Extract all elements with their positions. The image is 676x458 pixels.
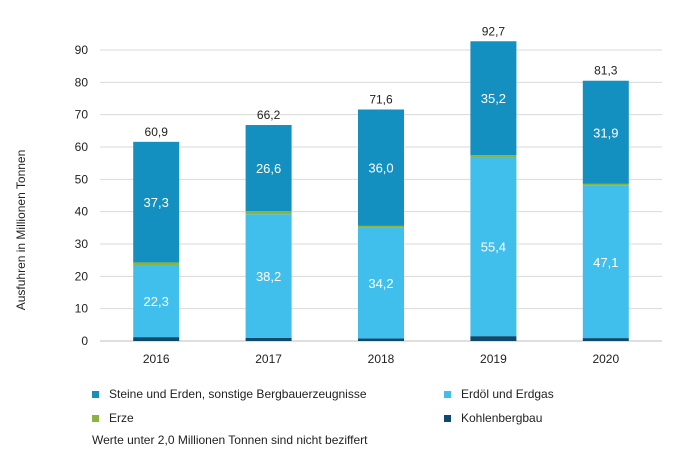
bar-total-label: 81,3 <box>594 64 618 78</box>
bar-total-label: 92,7 <box>482 24 506 38</box>
bar-segment <box>133 262 180 266</box>
bars: 22,3 37,3 60,9 38,2 26,6 66,2 34,2 36,0 71,6 55,4… <box>133 24 629 341</box>
x-tick-label: 2018 <box>368 352 395 366</box>
bar-segment <box>470 41 517 156</box>
y-tick-label: 10 <box>75 302 89 316</box>
bar-value-label: 31,9 <box>593 125 618 140</box>
legend-label: Erdöl und Erdgas <box>461 387 554 401</box>
bar-segment <box>582 183 629 186</box>
y-tick-label: 30 <box>75 237 89 251</box>
bar-segment <box>470 157 517 337</box>
x-tick-label: 2016 <box>143 352 170 366</box>
y-tick-label: 0 <box>81 334 88 348</box>
bar-value-label: 38,2 <box>256 269 281 284</box>
bar-segment <box>582 80 629 184</box>
bar-segment <box>245 125 292 212</box>
y-axis-label: Ausfuhren in Millionen Tonnen <box>14 149 28 311</box>
legend-swatch <box>444 390 451 398</box>
legend-item-erze: Erze <box>92 411 134 425</box>
y-tick-label: 90 <box>75 43 89 57</box>
legend-label: Kohlenbergbau <box>461 411 543 425</box>
x-tick-label: 2020 <box>592 352 619 366</box>
bar-segment <box>358 338 404 341</box>
x-axis-ticks: 2016 2017 2018 2019 2020 <box>143 352 620 366</box>
bar-segment <box>358 227 404 339</box>
bar-value-label: 55,4 <box>481 240 506 255</box>
bar-segment <box>245 337 292 341</box>
bar-total-label: 71,6 <box>369 92 393 106</box>
legend-label: Steine und Erden, sonstige Bergbauerzeug… <box>109 387 367 401</box>
legend-item-erdoel: Erdöl und Erdgas <box>444 387 554 401</box>
bar-segment <box>133 141 180 263</box>
bar-value-label: 26,6 <box>256 161 281 176</box>
bar-segment <box>358 225 404 228</box>
bar-value-label: 35,2 <box>481 91 506 106</box>
legend-swatch <box>444 414 451 422</box>
y-tick-label: 70 <box>75 108 89 122</box>
bar-segment <box>470 336 517 341</box>
bar-segment <box>133 337 180 341</box>
legend-label: Erze <box>109 411 134 425</box>
y-tick-label: 50 <box>75 172 89 186</box>
bar-segment <box>358 109 404 226</box>
bar-total-label: 66,2 <box>257 108 281 122</box>
bar-segment <box>245 214 292 338</box>
bar-segment <box>470 155 517 158</box>
legend-item-steine: Steine und Erden, sonstige Bergbauerzeug… <box>92 387 367 401</box>
x-tick-label: 2019 <box>480 352 507 366</box>
bar-value-label: 34,2 <box>368 276 393 291</box>
legend-swatch <box>92 414 99 422</box>
y-axis-ticks: 0 10 20 30 40 50 60 70 80 90 <box>75 43 89 348</box>
bar-value-label: 36,0 <box>368 161 393 176</box>
bar-segment <box>133 265 180 338</box>
y-tick-label: 80 <box>75 75 89 89</box>
bar-value-label: 37,3 <box>144 195 169 210</box>
bar-value-label: 22,3 <box>144 294 169 309</box>
bar-value-label: 47,1 <box>593 255 618 270</box>
bar-segment <box>582 338 629 341</box>
legend-item-kohle: Kohlenbergbau <box>444 411 542 425</box>
bar-total-label: 60,9 <box>145 125 169 139</box>
x-tick-label: 2017 <box>255 352 282 366</box>
y-tick-label: 40 <box>75 205 89 219</box>
footnote: Werte unter 2,0 Millionen Tonnen sind ni… <box>92 433 368 447</box>
legend-swatch <box>92 390 99 398</box>
bar-segment <box>582 185 629 339</box>
y-tick-label: 20 <box>75 269 89 283</box>
bar-segment <box>245 211 292 215</box>
y-tick-label: 60 <box>75 140 89 154</box>
